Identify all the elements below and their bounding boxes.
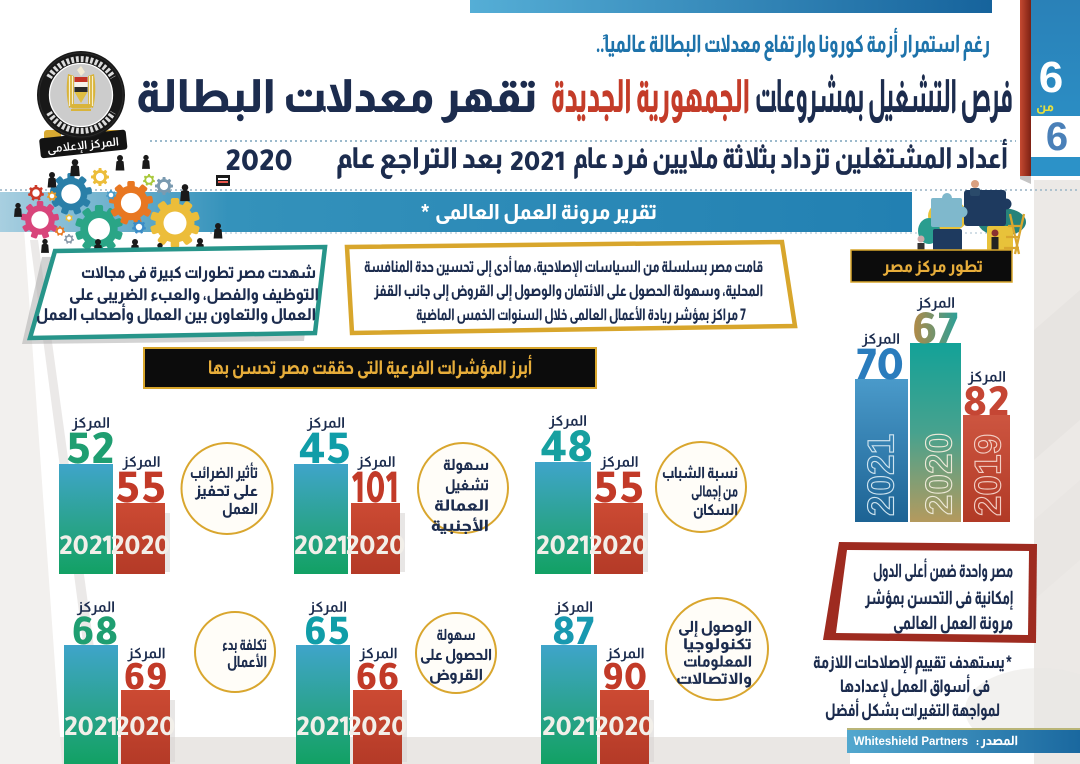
svg-text:2020: 2020: [919, 433, 960, 515]
svg-text:2019: 2019: [968, 434, 1009, 516]
svg-text:6: 6: [1039, 53, 1063, 102]
svg-text:6: 6: [1046, 115, 1068, 159]
svg-text:2021: 2021: [861, 434, 902, 516]
svg-text:Whiteshield Partners: Whiteshield Partners: [854, 736, 968, 748]
